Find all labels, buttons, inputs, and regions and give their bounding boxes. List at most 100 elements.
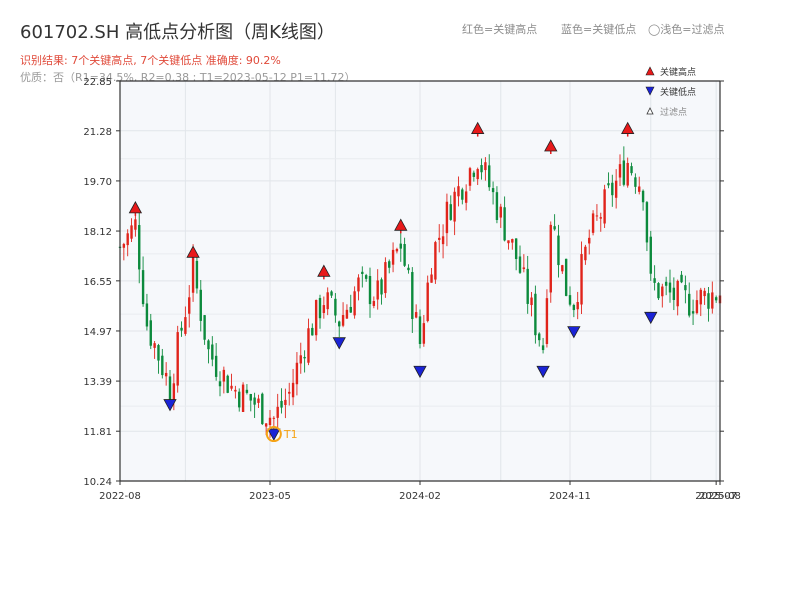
candle-body (638, 186, 641, 192)
candle-body (507, 240, 510, 244)
y-tick-label: 16.55 (83, 277, 112, 288)
candle-body (134, 219, 137, 230)
candle-body (149, 320, 152, 346)
y-tick-label: 11.81 (83, 427, 112, 438)
key-high-marker (544, 139, 558, 152)
candle-body (457, 186, 460, 197)
candle-body (349, 306, 352, 313)
candle-body (357, 277, 360, 292)
candle-body (603, 189, 606, 224)
legend-high-symbol (645, 66, 655, 76)
candle-body (180, 327, 183, 331)
candle-body (218, 381, 222, 387)
candle-body (157, 345, 160, 361)
y-tick-label: 10.24 (83, 477, 112, 488)
candle-body (491, 188, 495, 193)
candle-body (268, 417, 272, 425)
candle-body (534, 293, 537, 336)
candle-body (241, 384, 245, 413)
key-low-marker (644, 311, 658, 325)
candle-body (368, 276, 372, 305)
candle-body (353, 291, 356, 316)
candle-body (384, 262, 387, 294)
candle-body (564, 258, 568, 296)
candle-body (245, 389, 249, 393)
key-point-markers: T1 (128, 121, 658, 443)
candle-body (649, 236, 652, 274)
candle-body (557, 235, 560, 266)
key-high-marker (128, 201, 143, 214)
candle-body (703, 290, 706, 297)
candle-body (414, 312, 418, 318)
candle-body (707, 293, 710, 309)
candle-body (264, 423, 268, 427)
candle-body (230, 385, 233, 389)
candle-body (418, 316, 422, 344)
key-high-marker (394, 218, 408, 231)
candle-body (680, 274, 683, 283)
candle-body (207, 340, 210, 350)
key-high-marker (317, 264, 331, 277)
candle-body (257, 398, 260, 403)
candle-body (399, 243, 402, 249)
key-low-marker (267, 428, 281, 441)
x-tick-label: 2024-11 (549, 491, 591, 502)
candle-body (211, 344, 214, 360)
candle-body (488, 165, 491, 188)
y-tick-label: 18.12 (83, 227, 112, 238)
key-low-marker (567, 326, 581, 339)
candle-body (314, 300, 318, 336)
recognition-result-text: 识别结果: 7个关键高点, 7个关键低点 准确度: 90.2% (20, 54, 281, 67)
axes: 22.85 21.28 19.70 18.12 16.55 14.97 13.39 11.81… (83, 77, 741, 502)
candle-body (511, 239, 514, 243)
candle-body (611, 182, 614, 196)
candle-body (468, 168, 472, 186)
top-legend-red-text: 红色=关键高点 (462, 23, 538, 36)
candle-body (184, 317, 187, 334)
candle-body (214, 355, 218, 377)
legend-filtered-label: 过滤点 (660, 106, 687, 118)
candle-body (657, 283, 660, 299)
candle-body (526, 268, 529, 304)
candle-body (618, 164, 622, 178)
candle-body (172, 383, 176, 401)
candle-body (222, 369, 226, 382)
candle-body (472, 172, 476, 177)
candle-body (645, 202, 649, 243)
candle-body (322, 305, 326, 314)
candle-body (303, 356, 306, 359)
candle-body (641, 190, 645, 203)
candle-body (676, 280, 679, 307)
t1-label: T1 (283, 428, 298, 441)
candle-body (438, 237, 441, 240)
candle-body (499, 206, 502, 218)
candle-body (191, 254, 195, 293)
x-tick-label: 2023-05 (249, 491, 291, 502)
candle-body (549, 224, 552, 293)
candle-body (572, 304, 576, 311)
candle-body (691, 311, 695, 314)
candle-body (599, 217, 602, 219)
candle-body (249, 394, 252, 401)
candle-body (153, 343, 156, 348)
candle-body (426, 282, 429, 322)
y-tick-label: 21.28 (83, 127, 112, 138)
candle-body (445, 201, 449, 234)
candle-body (545, 298, 549, 344)
candle-body (380, 279, 383, 295)
candle-body (318, 298, 322, 319)
key-low-marker (332, 337, 346, 350)
y-tick-label: 13.39 (83, 377, 112, 388)
candle-body (449, 204, 452, 220)
candle-body (288, 391, 291, 394)
candle-body (522, 267, 526, 270)
candle-body (326, 292, 329, 310)
candle-body (561, 265, 564, 272)
candle-body (334, 298, 337, 316)
candle-body (595, 215, 599, 217)
candle-body (364, 275, 368, 279)
key-high-marker (186, 245, 200, 258)
candle-body (338, 321, 341, 327)
candle-body (714, 297, 718, 301)
